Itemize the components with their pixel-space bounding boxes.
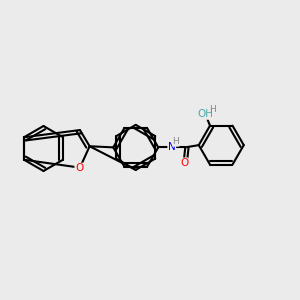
Text: H: H [172,137,179,146]
Text: N: N [168,142,176,152]
Text: O: O [180,158,188,168]
Text: O: O [75,163,83,173]
Text: H: H [209,105,215,114]
Text: OH: OH [197,109,214,119]
